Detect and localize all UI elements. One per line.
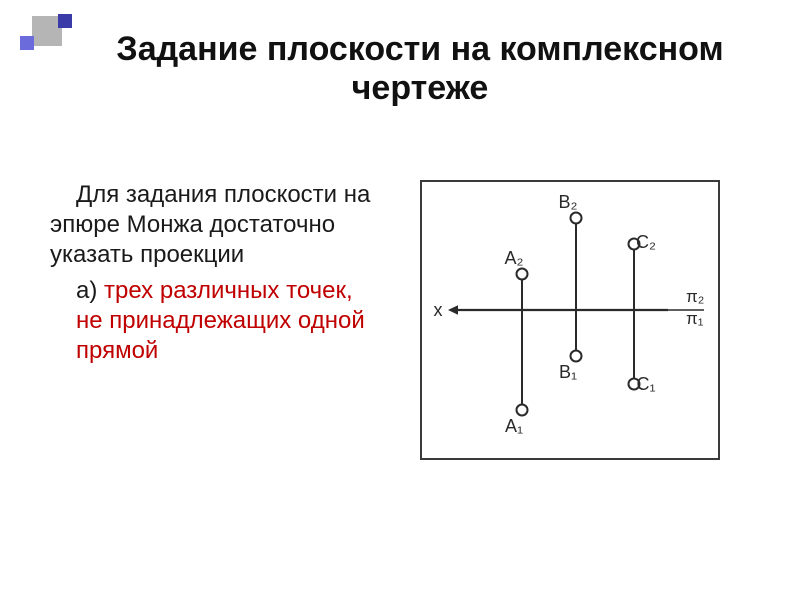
- slide-title: Задание плоскости на комплексном чертеже: [110, 30, 730, 108]
- svg-text:C₁: C₁: [636, 374, 655, 394]
- slide-body: Для задания плоскости на эпюре Монжа дос…: [40, 180, 760, 560]
- intro-paragraph: Для задания плоскости на эпюре Монжа дос…: [50, 180, 380, 270]
- corner-decoration: [14, 14, 84, 54]
- diagram-frame: x π₂ π₁ A₂ A₁ B₂ B₁ C₂ C₁: [420, 180, 720, 460]
- svg-text:A₁: A₁: [505, 416, 523, 436]
- svg-text:π₁: π₁: [686, 309, 704, 328]
- epure-diagram: x π₂ π₁ A₂ A₁ B₂ B₁ C₂ C₁: [420, 180, 720, 460]
- svg-text:B₁: B₁: [559, 362, 577, 382]
- diagram-container: x π₂ π₁ A₂ A₁ B₂ B₁ C₂ C₁: [420, 180, 730, 470]
- item-a-prefix: а): [76, 277, 104, 304]
- left-text-column: Для задания плоскости на эпюре Монжа дос…: [50, 180, 380, 366]
- item-a-highlight: трех различных точек, не принадлежащих о…: [76, 277, 365, 364]
- slide: Задание плоскости на комплексном чертеже…: [0, 0, 800, 600]
- svg-text:π₂: π₂: [686, 287, 704, 306]
- item-a-paragraph: а) трех различных точек, не принадлежащи…: [50, 276, 380, 366]
- svg-text:x: x: [434, 300, 443, 320]
- svg-text:B₂: B₂: [559, 192, 578, 212]
- svg-text:C₂: C₂: [636, 232, 656, 252]
- svg-text:A₂: A₂: [505, 248, 524, 268]
- deco-square-blue-a: [20, 36, 34, 50]
- deco-square-blue-b: [58, 14, 72, 28]
